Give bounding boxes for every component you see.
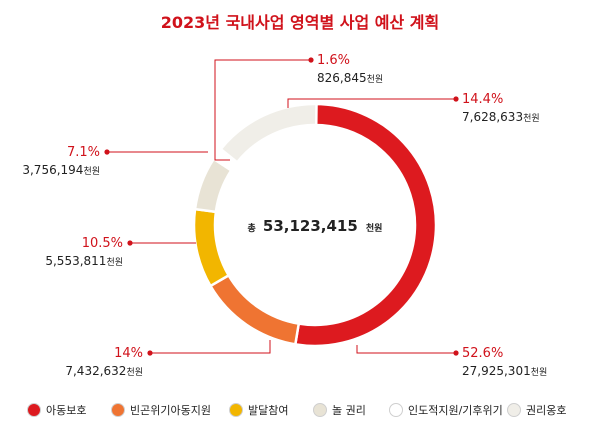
total-label: 총 53,123,415 천원 xyxy=(248,216,383,235)
donut-slice-1 xyxy=(208,273,301,346)
leader-dot-0 xyxy=(453,350,459,356)
leader-line-0 xyxy=(356,345,456,354)
total-unit: 천원 xyxy=(366,222,383,234)
leader-dot-3 xyxy=(104,149,110,155)
legend-label-3: 놀 권리 xyxy=(332,404,366,417)
slice-amount-label-2: 5,553,811천원 xyxy=(45,254,123,268)
slice-percent-label-3: 7.1% xyxy=(67,145,100,160)
slice-percent-label-1: 14% xyxy=(114,346,143,361)
legend-label-1: 빈곤위기아동지원 xyxy=(130,404,211,417)
legend-label-2: 발달참여 xyxy=(248,404,288,417)
legend-label-5: 권리옹호 xyxy=(526,404,566,417)
chart-title: 2023년 국내사업 영역별 사업 예산 계획 xyxy=(161,13,439,32)
leader-dot-2 xyxy=(127,240,133,246)
legend-swatch-4 xyxy=(389,403,403,417)
slice-amount-label-4: 826,845천원 xyxy=(317,71,383,85)
legend-swatch-5 xyxy=(507,403,521,417)
leader-line-4 xyxy=(214,59,311,161)
total-value: 53,123,415 xyxy=(263,217,358,235)
leader-line-5 xyxy=(287,98,456,108)
legend-swatch-3 xyxy=(313,403,327,417)
slice-amount-label-5: 7,628,633천원 xyxy=(462,110,540,124)
donut-slice-5 xyxy=(219,102,318,164)
donut-slice-2 xyxy=(192,207,231,288)
legend-label-0: 아동보호 xyxy=(46,404,86,417)
leader-line-1 xyxy=(150,340,271,354)
leader-dot-4 xyxy=(308,57,314,63)
slice-amount-label-1: 7,432,632천원 xyxy=(65,364,143,378)
legend-swatch-2 xyxy=(229,403,243,417)
slice-percent-label-2: 10.5% xyxy=(82,236,123,251)
slice-percent-label-5: 14.4% xyxy=(462,92,503,107)
slice-percent-label-0: 52.6% xyxy=(462,346,503,361)
legend-swatch-1 xyxy=(111,403,125,417)
total-prefix: 총 xyxy=(248,222,256,234)
slice-amount-label-3: 3,756,194천원 xyxy=(22,163,100,177)
legend-label-4: 인도적지원/기후위기 xyxy=(408,404,503,417)
slice-percent-label-4: 1.6% xyxy=(317,53,350,68)
leader-dot-1 xyxy=(147,350,153,356)
leader-dot-5 xyxy=(453,96,459,102)
slice-amount-label-0: 27,925,301천원 xyxy=(462,364,547,378)
legend-swatch-0 xyxy=(27,403,41,417)
